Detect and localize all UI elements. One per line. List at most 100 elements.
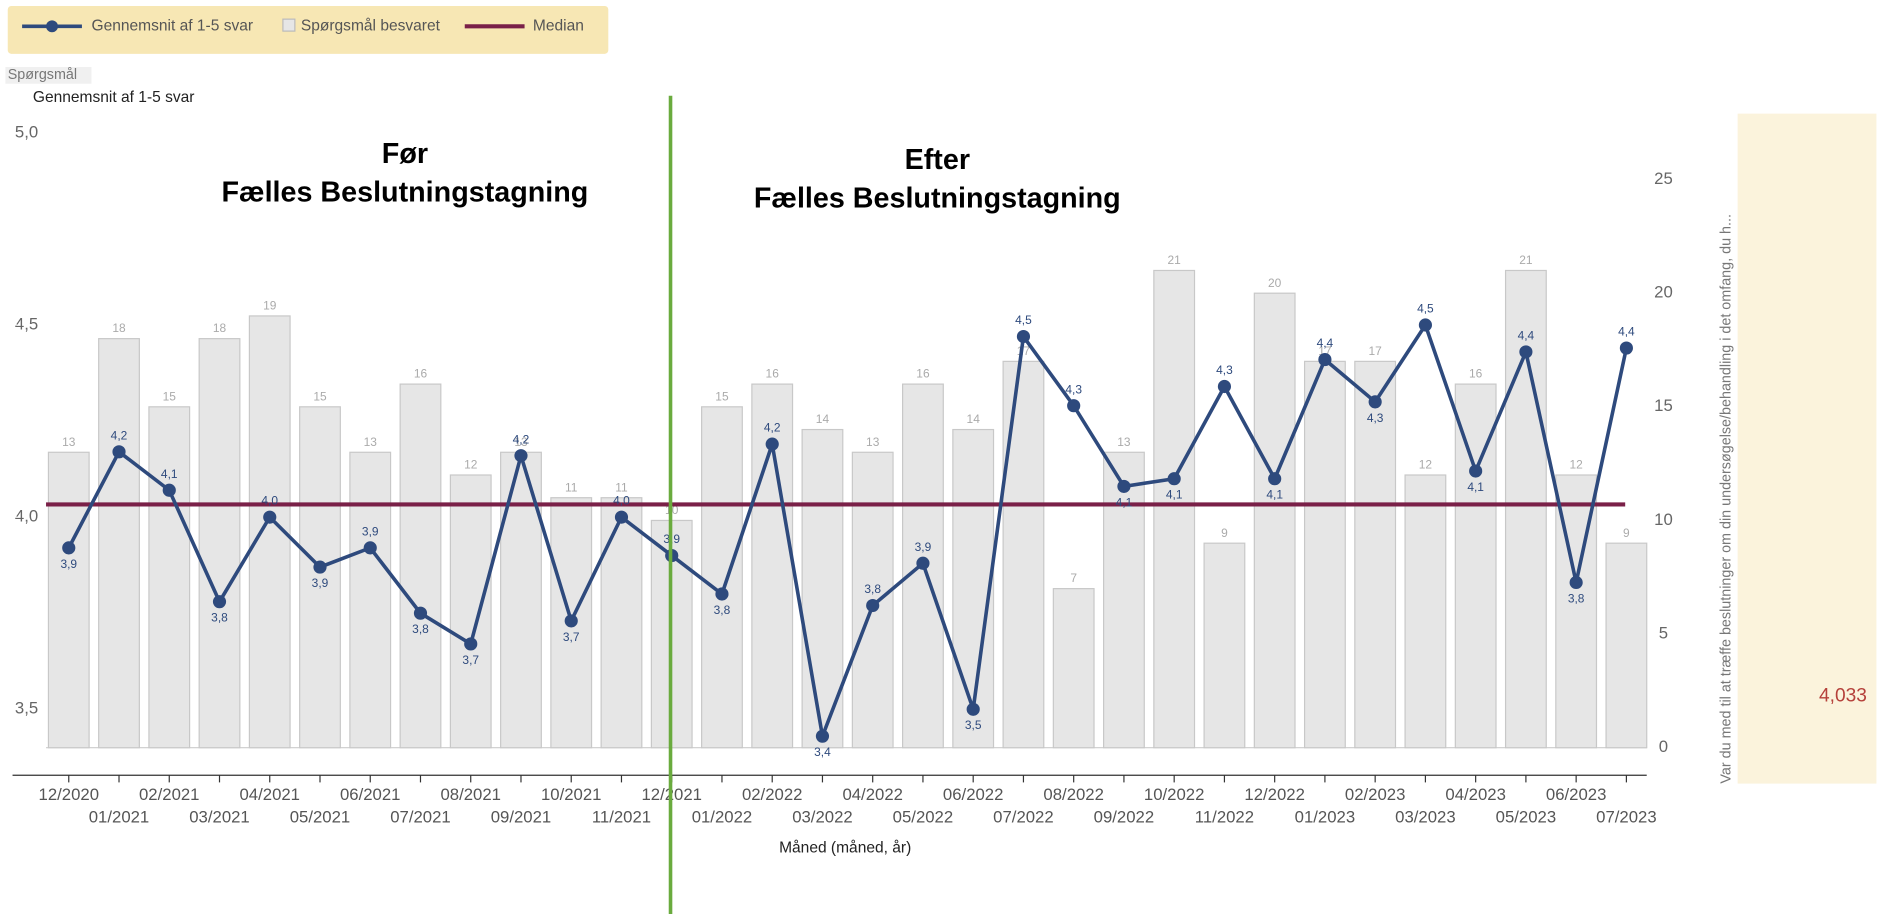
- point-label: 3,9: [362, 524, 379, 538]
- x-tick-label: 12/2022: [1244, 785, 1305, 804]
- bar-label: 9: [1623, 526, 1630, 540]
- point-label: 4,4: [1618, 325, 1635, 339]
- bar-label: 13: [1117, 435, 1131, 449]
- bar-label: 21: [1519, 253, 1533, 267]
- bar: [399, 383, 442, 749]
- bar: [1203, 542, 1246, 749]
- point-label: 4,3: [1367, 411, 1384, 425]
- bar-label: 21: [1168, 253, 1182, 267]
- x-tick-label: 02/2023: [1345, 785, 1406, 804]
- x-tick-label: 06/2021: [340, 785, 401, 804]
- x-tick-label: 05/2021: [290, 808, 351, 827]
- legend-swatch: [282, 18, 296, 32]
- bar-label: 9: [1221, 526, 1228, 540]
- bar: [1605, 542, 1648, 749]
- median-panel: [1737, 113, 1877, 784]
- x-tick-label: 04/2023: [1445, 785, 1506, 804]
- annotation: Fælles Beslutningstagning: [222, 176, 589, 208]
- median-value: 4,033: [1819, 685, 1867, 706]
- bar-label: 11: [615, 480, 628, 494]
- x-tick-label: 04/2021: [239, 785, 300, 804]
- y2-tick-label: 20: [1654, 283, 1673, 302]
- point: [1519, 345, 1533, 359]
- point-label: 4,4: [1317, 336, 1334, 350]
- point: [363, 541, 377, 555]
- y2-tick-label: 15: [1654, 396, 1673, 415]
- x-tick-label: 11/2022: [1195, 808, 1254, 827]
- x-tick-label: 02/2022: [742, 785, 803, 804]
- x-tick-label: 06/2023: [1546, 785, 1607, 804]
- x-tick-label: 05/2022: [893, 808, 954, 827]
- y-tick-label: 3,5: [15, 699, 38, 718]
- bar: [1404, 474, 1447, 749]
- bar: [47, 451, 90, 749]
- point-label: 4,2: [764, 421, 781, 435]
- point-label: 3,7: [462, 653, 479, 667]
- bar: [952, 428, 995, 749]
- point-label: 4,2: [513, 432, 530, 446]
- point-label: 4,3: [1065, 382, 1082, 396]
- bar-label: 11: [565, 480, 578, 494]
- point: [62, 541, 76, 555]
- point: [1418, 318, 1432, 332]
- x-tick-label: 06/2022: [943, 785, 1004, 804]
- point: [916, 556, 930, 570]
- point-label: 3,8: [211, 611, 228, 625]
- point: [1368, 395, 1382, 409]
- bar-label: 15: [715, 389, 729, 403]
- bar-label: 20: [1268, 276, 1282, 290]
- bar: [1454, 383, 1497, 749]
- y2-tick-label: 10: [1654, 510, 1673, 529]
- x-tick-label: 03/2021: [189, 808, 250, 827]
- point: [514, 449, 528, 463]
- x-tick-label: 01/2022: [692, 808, 753, 827]
- point-label: 3,7: [563, 630, 580, 644]
- bar-label: 15: [163, 389, 177, 403]
- legend-label: Gennemsnit af 1-5 svar: [91, 17, 253, 34]
- point-label: 4,3: [1216, 363, 1233, 377]
- bar: [1002, 360, 1045, 749]
- point-label: 4,5: [1417, 302, 1434, 316]
- point-label: 3,8: [714, 603, 731, 617]
- bar: [1354, 360, 1397, 749]
- x-tick-label: 03/2023: [1395, 808, 1456, 827]
- annotation: Før: [382, 138, 428, 170]
- point-label: 4,1: [161, 467, 178, 481]
- x-axis-title: Måned (måned, år): [779, 839, 911, 856]
- bar-label: 13: [364, 435, 378, 449]
- bar: [98, 338, 140, 749]
- bar-label: 13: [866, 435, 880, 449]
- point-label: 4,1: [1166, 488, 1183, 502]
- x-tick-label: 08/2021: [440, 785, 500, 804]
- point: [1569, 575, 1583, 590]
- bar: [1303, 360, 1346, 749]
- bar: [449, 474, 492, 749]
- point-label: 4,1: [1266, 488, 1283, 502]
- point: [162, 483, 176, 497]
- point: [1469, 464, 1483, 478]
- bar-label: 17: [1369, 344, 1383, 358]
- point: [263, 510, 277, 524]
- point-label: 4,1: [1467, 480, 1484, 494]
- bar-label: 18: [213, 321, 227, 335]
- bar-label: 18: [112, 321, 126, 335]
- point: [966, 702, 980, 716]
- point-label: 3,9: [60, 557, 77, 571]
- point: [765, 437, 779, 451]
- x-tick-label: 05/2023: [1496, 808, 1557, 827]
- x-tick-label: 12/2020: [39, 785, 100, 804]
- point: [413, 606, 428, 620]
- filter-label: Spørgsmål: [8, 67, 77, 83]
- y-axis-title: Gennemsnit af 1-5 svar: [33, 89, 195, 106]
- point-label: 4,0: [261, 494, 278, 508]
- y-tick-label: 4,5: [15, 314, 38, 333]
- bar-label: 13: [62, 435, 76, 449]
- point-label: 3,8: [1568, 591, 1585, 605]
- point: [1619, 341, 1633, 355]
- point: [212, 595, 227, 609]
- x-tick-label: 10/2022: [1144, 785, 1205, 804]
- filter-box: [5, 66, 92, 84]
- bar-label: 12: [1419, 458, 1433, 472]
- bar: [600, 497, 643, 749]
